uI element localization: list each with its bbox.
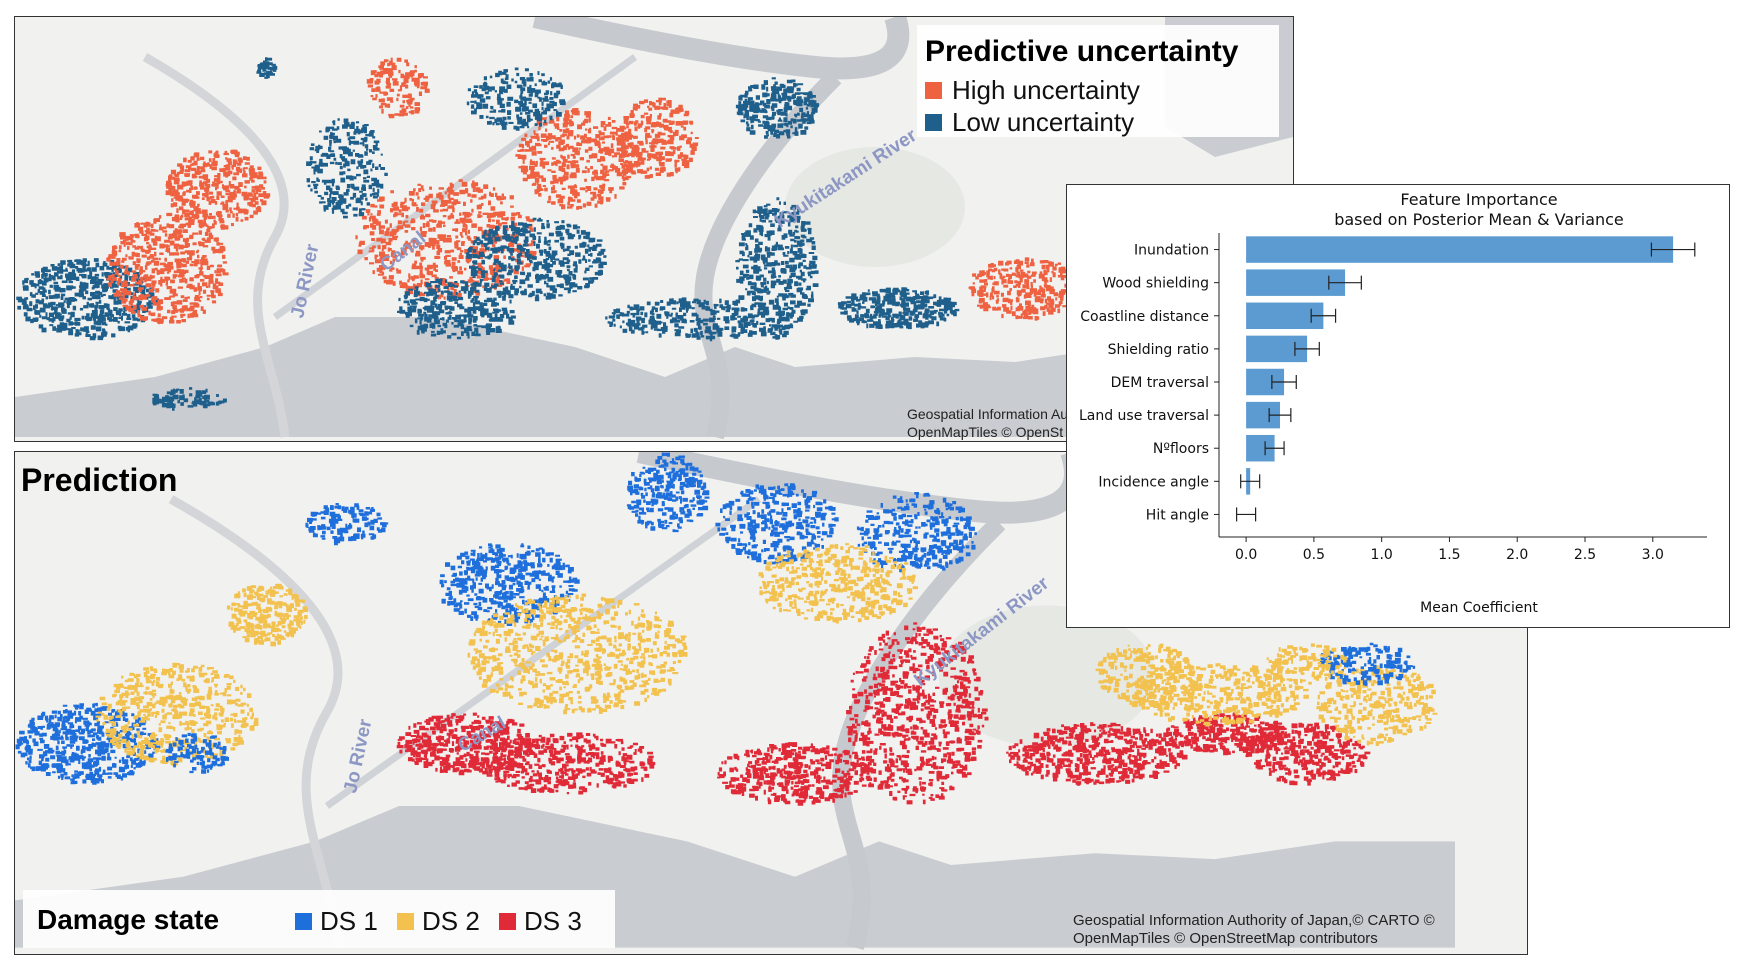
building-cluster [1266,643,1348,685]
building-cluster [466,67,566,131]
building-cluster [306,118,388,219]
y-tick-label-4: DEM traversal [1111,375,1209,391]
attribution-line: OpenMapTiles © OpenSt [907,424,1064,440]
jo-river [142,53,290,438]
building-cluster [626,452,710,533]
legend-item-low-uncertainty: Low uncertainty [925,107,1134,138]
building-footprints [15,452,1438,806]
y-tick-label-8: Hit angle [1146,507,1209,523]
x-tick-label-2: 1.0 [1371,547,1393,563]
building-cluster [615,97,699,179]
y-tick-label-0: Inundation [1134,243,1209,259]
map-attribution: Geospatial Information Authority of Japa… [1073,912,1435,948]
legend-item-ds2: DS 2 [397,906,480,937]
building-cluster [152,387,227,411]
y-tick-label-1: Wood shielding [1102,276,1209,292]
building-cluster [16,258,159,341]
hill-area [939,605,1155,747]
building-cluster [515,108,640,210]
attribution-line: Geospatial Information Authority of Japa… [1073,912,1435,929]
building-cluster [1006,722,1188,786]
x-axis-label: Mean Coefficient [1420,600,1538,616]
canal [324,496,762,809]
building-cluster [396,712,536,776]
river-upper [532,17,910,80]
uncertainty-map-canvas [15,17,1293,440]
building-cluster [735,77,820,139]
building-cluster [15,702,161,785]
uncertainty-legend: Predictive uncertainty High uncertainty … [917,25,1279,137]
legend-item-high-uncertainty: High uncertainty [925,75,1140,106]
legend-label: DS 2 [422,906,480,936]
building-cluster [465,217,607,302]
y-tick-label-7: Incidence angle [1098,474,1209,490]
map-attribution: Geospatial Information Au OpenMapTiles ©… [907,405,1068,441]
building-cluster [95,662,259,766]
building-cluster [968,257,1090,321]
legend-item-ds1: DS 1 [295,906,378,937]
high-uncertainty-swatch [925,81,942,99]
building-cluster [476,732,656,795]
ds2-swatch [397,912,414,930]
building-cluster [467,593,688,715]
y-tick-label-2: Coastline distance [1080,309,1209,325]
bar-0 [1246,236,1674,263]
y-tick-label-3: Shielding ratio [1108,342,1209,358]
building-cluster [715,483,839,565]
building-cluster [165,732,229,774]
building-cluster [758,543,918,624]
legend-label: High uncertainty [952,75,1140,105]
x-tick-label-6: 3.0 [1642,547,1664,563]
building-cluster [106,212,229,325]
legend-label: DS 3 [524,906,582,936]
attribution-line: OpenMapTiles © OpenStreetMap contributor… [1073,930,1378,947]
damage-state-legend-title: Damage state [37,904,220,935]
building-cluster [256,57,278,79]
prediction-title: Prediction [21,462,178,498]
x-tick-label-3: 1.5 [1438,547,1460,563]
x-tick-label-5: 2.5 [1574,547,1596,563]
sea-area [15,317,1215,437]
building-cluster [1245,722,1371,786]
building-cluster [1095,643,1197,706]
jo-river [168,495,344,949]
low-uncertainty-swatch [925,113,942,131]
building-cluster [355,179,537,300]
building-cluster [717,742,877,806]
building-cluster [837,287,960,330]
bar-2 [1246,302,1324,330]
y-tick-label-6: Nºfloors [1153,441,1209,457]
prediction-map: Jo River Canal Kyukitakami River Predict… [14,451,1528,955]
building-cluster [397,278,516,340]
chart-title-line-2: based on Posterior Mean & Variance [1334,210,1624,229]
x-tick-label-1: 0.5 [1303,547,1325,563]
building-cluster [226,583,308,647]
building-cluster [856,492,977,573]
building-cluster [846,622,989,805]
building-cluster [165,149,271,230]
feature-importance-svg: Feature Importance based on Posterior Me… [1079,190,1707,616]
legend-label: Low uncertainty [952,107,1135,137]
building-cluster [605,297,787,342]
building-cluster [366,57,430,119]
chart-title-line-1: Feature Importance [1400,190,1557,209]
feature-importance-chart: Feature Importance based on Posterior Me… [1066,184,1730,628]
building-cluster [1316,663,1438,746]
ds3-swatch [499,912,516,930]
legend-item-ds3: DS 3 [499,906,582,937]
canal [272,54,638,320]
building-cluster [1319,642,1416,686]
attribution-line: Geospatial Information Au [907,406,1069,422]
uncertainty-legend-title: Predictive uncertainty [925,35,1239,68]
y-tick-label-5: Land use traversal [1079,408,1209,424]
x-tick-label-0: 0.0 [1235,547,1257,563]
ds1-swatch [295,912,312,930]
building-cluster [305,503,389,546]
hill-area [785,147,965,267]
legend-label: DS 1 [320,906,378,936]
building-cluster [439,543,580,626]
x-tick-label-4: 2.0 [1506,547,1528,563]
damage-state-legend: Damage state DS 1 DS 2 DS 3 [23,890,615,948]
